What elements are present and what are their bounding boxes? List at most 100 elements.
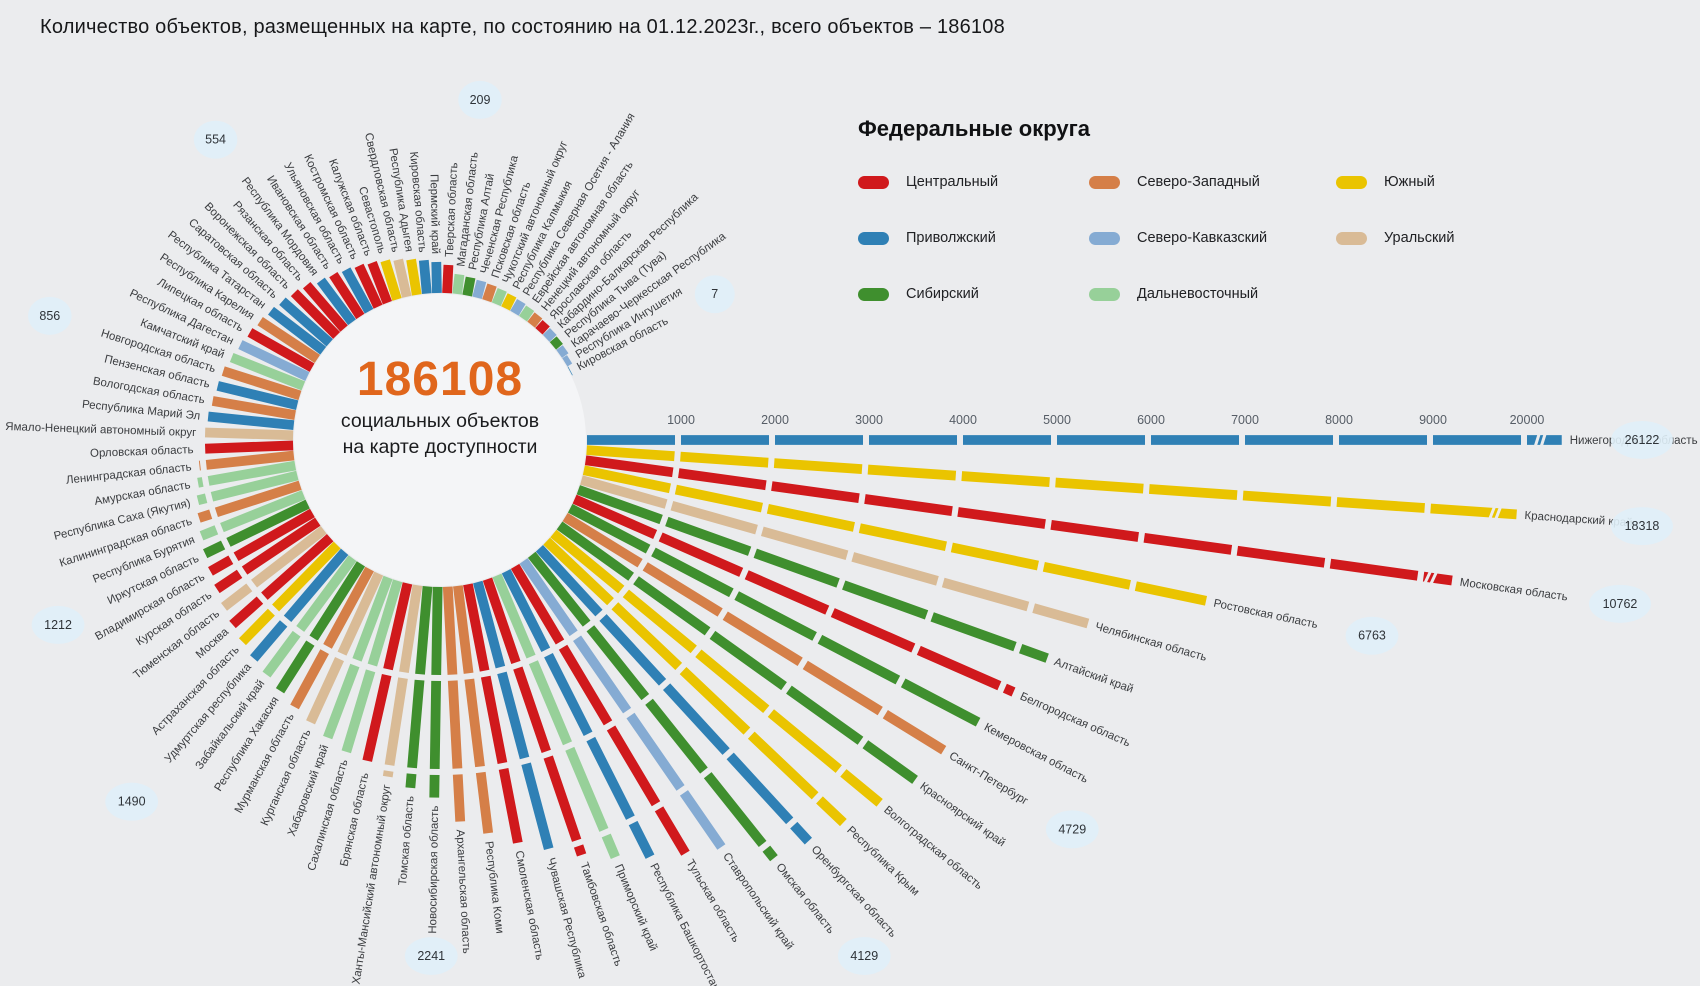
axis-break-icon [1422,568,1439,587]
region-bar[interactable]: Еврейская автономная область: 135 [518,305,535,322]
region-bar[interactable]: Республика Коми: 2650 [453,585,494,834]
region-bar[interactable]: Омская область: 4129 [527,551,778,862]
region-bar[interactable]: Липецкая область: 760 [247,328,315,372]
region-bar[interactable]: Удмуртская республика: 1490 [250,548,349,662]
legend-item-south[interactable]: Южный [1336,174,1618,190]
region-bar[interactable]: Республика Крым: 4350 [543,537,847,827]
region-bar[interactable]: Тамбовская область: 3100 [482,577,587,857]
region-label: Алтайский край [1052,656,1135,696]
region-bar[interactable]: Республика Карелия: 730 [257,317,321,364]
region-bar[interactable]: Новосибирская область: 2241 [429,586,443,798]
region-bar[interactable]: Ямало-Ненецкий автономный округ: 945 [204,427,294,441]
legend-item-fareast[interactable]: Дальневосточный [1089,286,1336,302]
region-bar[interactable]: Томская область: 2150 [405,586,433,789]
region-bar[interactable]: Республика Адыгея: 380 [406,258,422,296]
region-bar[interactable]: Краснодарский край: 18318 [586,445,1517,520]
value-badge [1611,421,1673,459]
region-bar[interactable]: Архангельская область: 2500 [442,586,466,822]
region-bar[interactable]: Амурская область: 1050 [197,460,297,488]
region-bar[interactable]: Оренбургская область: 4230 [535,544,812,845]
region-bar[interactable]: Ростовская область: 6763 [582,465,1208,606]
region-bar[interactable]: Новгородская область: 856 [221,366,302,401]
region-bar[interactable]: Московская область: 10762 [584,455,1453,586]
value-badge-text: 10762 [1603,597,1638,611]
region-bar[interactable]: Саратовская область: 670 [279,297,333,347]
region-bar[interactable]: Курганская область: 1740 [306,571,384,725]
region-bar[interactable]: Санкт-Петербург: 4729 [562,512,947,755]
region-bar[interactable]: Республика Ингушетия: 60 [562,355,573,367]
region-bar[interactable]: Псковская область: 175 [482,283,497,303]
legend-item-ural[interactable]: Уральский [1336,230,1618,246]
legend-item-central[interactable]: Центральный [858,174,1089,190]
region-bar[interactable]: Республика Башкортостан: 3400 [501,569,655,859]
region-bar[interactable]: Ненецкий автономный округ: 125 [527,312,543,328]
region-bar[interactable]: Калужская область: 455 [367,261,392,305]
legend-item-volga[interactable]: Приволжский [858,230,1089,246]
region-bar[interactable]: Ставропольский край: 3700 [519,558,726,850]
legend-item-northwest[interactable]: Северо-Западный [1089,174,1336,190]
region-bar[interactable]: Кировская область: 355 [418,259,432,295]
region-bar[interactable]: Калининградская область: 1130 [197,480,302,523]
region-bar[interactable]: Тульская область: 3550 [510,563,690,856]
region-bar[interactable]: Республика Калмыкия: 155 [501,293,517,311]
region-bar[interactable]: Камчатский край: 820 [229,352,306,391]
region-bar[interactable]: Чукотский автономный округ: 165 [491,288,507,307]
region-bar[interactable]: Волгоградская область: 4500 [550,529,883,807]
region-bar[interactable]: Ивановская область: 530 [329,271,365,320]
region-bar[interactable]: Чеченская Республика: 185 [472,279,487,299]
region-bar[interactable]: Тюменская область: 1340 [221,526,327,611]
region-bar[interactable]: Кемеровская область: 4900 [567,503,981,727]
legend-item-siberia[interactable]: Сибирский [858,286,1089,302]
region-bar[interactable]: Республика Дагестан: 790 [238,340,310,382]
region-bar[interactable]: Смоленская область: 2800 [463,583,523,844]
region-bar[interactable]: Белгородская область: 5100 [572,494,1016,697]
region-bar[interactable]: Владимирская область: 1250 [208,508,315,576]
region-bar[interactable]: Чувашская Республика: 2950 [473,580,554,852]
region-bar[interactable]: Мурманская область: 1670 [290,566,374,710]
region-bar[interactable]: Рязанская область: 610 [302,281,348,332]
region-bar[interactable]: Севастополь: 430 [380,259,402,301]
region-bar[interactable]: Алтайский край: 5300 [576,485,1049,663]
region-bar[interactable]: Республика Северная Осетия - Алания: 145 [510,299,526,316]
page-title: Количество объектов, размещенных на карт… [40,16,1005,38]
region-bar[interactable]: Республика Саха (Якутия): 1090 [196,470,299,505]
region-bar[interactable]: Свердловская область: 405 [393,258,412,298]
region-bar[interactable]: Ульяновская область: 505 [341,267,374,314]
region-bar[interactable]: Воронежская область: 640 [290,289,341,339]
region-bar[interactable]: Республика Мордовия: 554 [316,277,356,326]
region-bar[interactable]: Красноярский край: 4650 [556,521,918,784]
region-bar[interactable]: Республика Татарстан: 700 [268,306,327,355]
region-bar[interactable]: Сахалинская область: 1900 [341,579,403,754]
region-bar[interactable]: Республика Алтай: 195 [462,276,476,297]
region-bar[interactable]: Курская область: 1290 [214,517,321,594]
region-bar[interactable]: Вологодская область: 890 [211,396,296,420]
region-bar[interactable]: Республика Тыва (Тува): 95 [549,336,563,350]
region-bar[interactable]: Республика Бурятия: 1170 [199,490,306,541]
region-bar[interactable]: Пермский край: 330 [431,261,442,294]
region-bar[interactable]: Забайкальский край: 1540 [262,555,357,678]
region-bar[interactable]: Республика Марий Эл: 915 [207,411,295,431]
region-label: Архангельская область [454,829,473,954]
region-bar[interactable]: Орловская область: 975 [201,440,294,454]
region-bar[interactable]: Москва: 1390 [229,534,334,629]
region-bar[interactable]: Приморский край: 3250 [492,573,620,860]
region-bar[interactable]: Челябинская область: 5600 [580,475,1090,629]
region-bar[interactable]: Костромская область: 480 [354,263,383,309]
region-bar[interactable]: Республика Хакасия: 1600 [275,561,366,694]
region-bar[interactable]: Пензенская область: 870 [216,381,299,410]
region-bar[interactable]: Карачаево-Черкесская Республика: 85 [556,345,569,358]
region-bar[interactable]: Тверская область: 300 [442,264,454,294]
region-label: Санкт-Петербург [947,750,1030,808]
region-bar[interactable]: Ярославская область: 115 [535,319,550,335]
region-bar[interactable]: Кабардино-Балкарская Республика: 105 [542,327,557,342]
region-bar[interactable]: Астраханская область: 1440 [238,541,341,646]
axis-tick-label: 9000 [1419,413,1447,427]
region-bar[interactable]: Брянская область: 1980 [361,582,413,766]
region-bar[interactable]: Ханты-Мансийский автономный округ: 2060 [382,584,423,778]
region-bar[interactable]: Хабаровский край: 1820 [323,575,393,740]
region-bar[interactable]: Ленинградская область: 1010 [198,450,295,471]
legend-item-ncaucasus[interactable]: Северо-Кавказский [1089,230,1336,246]
region-bar[interactable]: Магаданская область: 209 [452,273,465,295]
region-bar[interactable]: Иркутская область: 1212 [203,499,310,559]
region-label: Пермский край [427,174,441,254]
